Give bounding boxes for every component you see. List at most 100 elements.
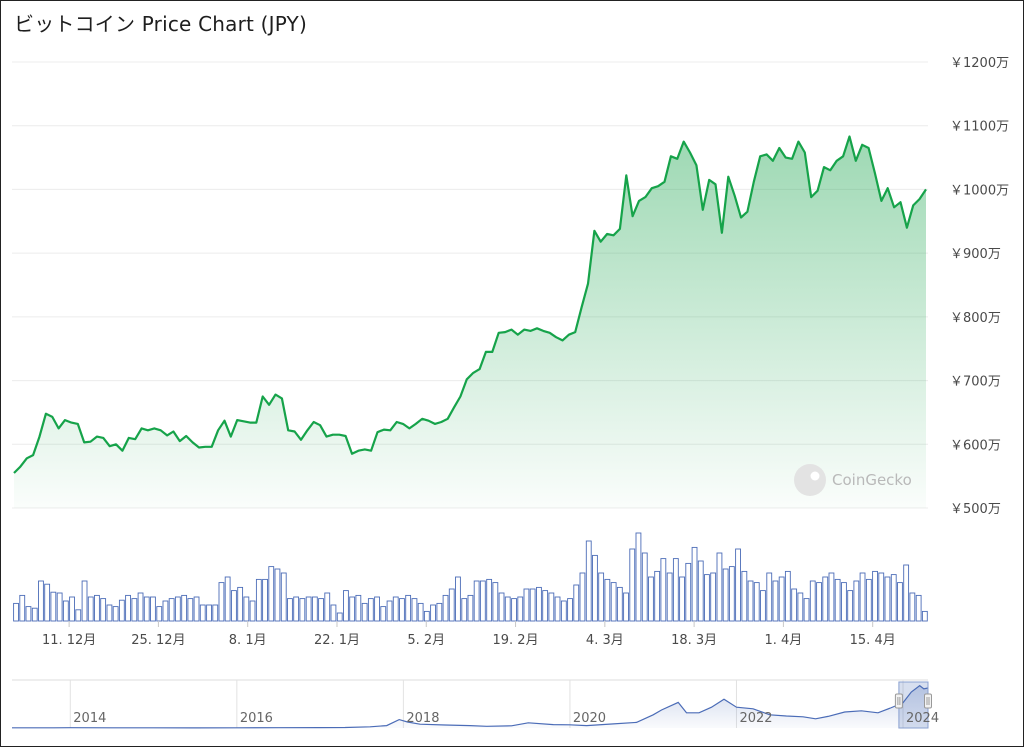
- volume-bar: [884, 576, 891, 622]
- volume-bar: [417, 602, 424, 622]
- volume-bar: [150, 596, 156, 622]
- volume-bar: [579, 572, 586, 622]
- volume-bar: [411, 598, 418, 622]
- volume-bar: [305, 596, 312, 622]
- x-tick-label: 15. 4月: [850, 633, 896, 648]
- volume-bar: [174, 596, 181, 622]
- volume-bar: [455, 576, 461, 622]
- navigator-tick-label: 2022: [739, 711, 772, 726]
- volume-bar: [722, 568, 729, 622]
- volume-bar: [778, 576, 785, 622]
- x-tick-label: 22. 1月: [314, 633, 360, 648]
- navigator-handle[interactable]: [924, 693, 932, 709]
- watermark-text: CoinGecko: [832, 471, 912, 489]
- volume-bar: [274, 568, 281, 622]
- volume-bar: [100, 598, 107, 622]
- volume-bar: [704, 574, 710, 622]
- volume-bar: [760, 590, 766, 622]
- price-line[interactable]: [13, 135, 927, 474]
- volume-bar: [560, 600, 567, 622]
- x-tick-label: 4. 3月: [586, 633, 624, 648]
- volume-bar: [479, 580, 486, 622]
- volume-bar: [62, 600, 69, 622]
- volume-bar: [623, 592, 629, 622]
- volume-bar: [629, 548, 636, 622]
- navigator-axis: 2014 2016 2018 2020 2022 2024: [73, 711, 939, 726]
- navigator-tick-label: 2016: [240, 711, 273, 726]
- volume-bar: [181, 594, 188, 622]
- volume-bar: [199, 604, 206, 622]
- volume-bar: [691, 546, 698, 622]
- volume-bar: [529, 588, 536, 622]
- volume-bar: [268, 566, 275, 622]
- volume-bar: [766, 572, 773, 622]
- volume-bar: [405, 594, 412, 622]
- volume-bar: [890, 574, 897, 622]
- volume-bar: [367, 598, 374, 622]
- volume-bar: [349, 596, 356, 622]
- volume-bar: [915, 594, 922, 622]
- volume-bar: [187, 598, 194, 622]
- volume-bar: [168, 598, 175, 622]
- volume-bar: [803, 598, 810, 622]
- volume-bars: [13, 532, 928, 622]
- volume-bar: [81, 580, 88, 622]
- volume-bar: [361, 602, 368, 622]
- volume-bar: [536, 586, 542, 622]
- y-tick-label: ￥700万: [950, 375, 1001, 390]
- volume-bar: [872, 570, 878, 622]
- volume-bar: [865, 578, 872, 622]
- volume-bar: [324, 592, 331, 622]
- volume-bar: [143, 596, 150, 622]
- volume-bar: [716, 552, 723, 622]
- volume-bar: [423, 610, 430, 622]
- volume-bar: [592, 554, 598, 622]
- volume-bar: [436, 602, 443, 622]
- volume-bar: [330, 604, 337, 622]
- volume-bar: [498, 592, 505, 622]
- volume-bar: [909, 592, 916, 622]
- navigator-tick-label: 2024: [906, 711, 939, 726]
- volume-bar: [386, 600, 393, 622]
- volume-bar: [523, 588, 530, 622]
- navigator-handle[interactable]: [894, 693, 903, 709]
- volume-bar: [243, 596, 250, 622]
- volume-bar: [728, 566, 735, 622]
- volume-bar: [741, 570, 748, 622]
- volume-bar: [56, 592, 63, 622]
- volume-bar: [355, 594, 362, 622]
- volume-bar: [735, 548, 741, 622]
- coingecko-watermark: CoinGecko: [794, 464, 912, 496]
- volume-bar: [859, 572, 866, 622]
- volume-bar: [685, 562, 692, 622]
- volume-bar: [249, 600, 256, 622]
- volume-bar: [442, 594, 449, 622]
- x-tick-label: 25. 12月: [131, 633, 185, 648]
- volume-bar: [710, 572, 717, 622]
- x-tick-label: 5. 2月: [407, 633, 445, 648]
- volume-bar: [598, 572, 605, 622]
- volume-bar: [666, 572, 673, 622]
- volume-bar: [287, 598, 293, 622]
- volume-bar: [878, 572, 885, 622]
- volume-bar: [38, 580, 44, 622]
- volume-bar: [753, 582, 760, 622]
- volume-bar: [380, 606, 387, 622]
- volume-bar: [94, 594, 100, 622]
- price-area: [14, 136, 926, 508]
- volume-bar: [679, 576, 685, 622]
- volume-bar: [19, 594, 26, 622]
- volume-bar: [648, 576, 654, 622]
- navigator-tick-label: 2020: [573, 711, 606, 726]
- volume-bar: [237, 586, 244, 622]
- navigator-handles[interactable]: [894, 693, 932, 709]
- x-tick-label: 8. 1月: [229, 633, 267, 648]
- volume-bar: [542, 590, 549, 622]
- volume-bar: [112, 606, 119, 622]
- volume-bar: [492, 582, 499, 622]
- volume-bar: [641, 552, 648, 622]
- volume-bar: [772, 580, 779, 622]
- volume-bar: [660, 558, 667, 622]
- volume-bar: [69, 596, 75, 622]
